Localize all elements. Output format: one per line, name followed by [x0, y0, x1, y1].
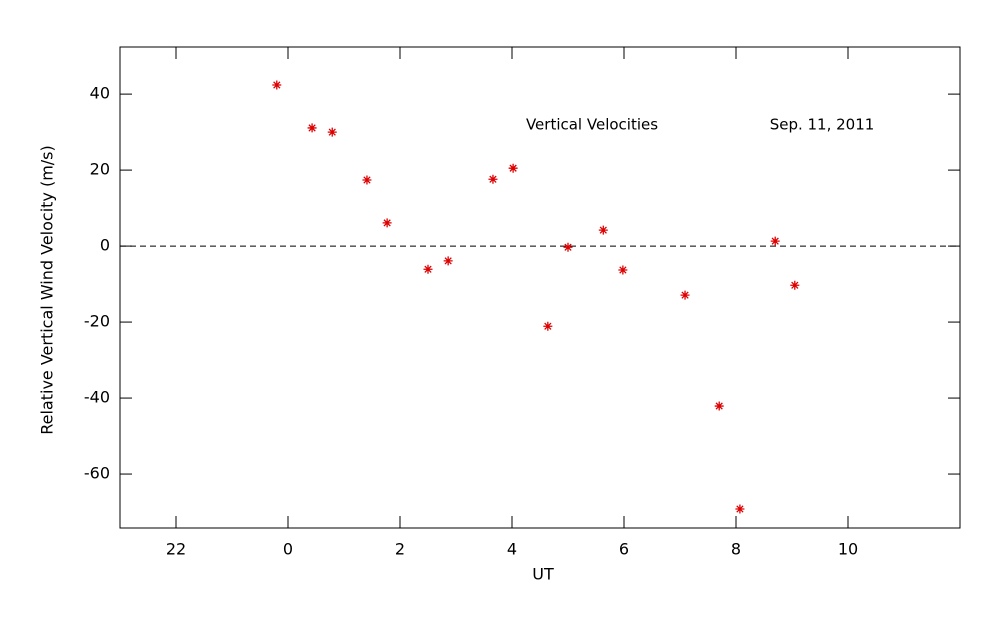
marker-stroke [543, 321, 553, 331]
y-tick-label: -40 [84, 388, 110, 407]
data-point [680, 290, 690, 300]
marker-stroke [508, 163, 518, 173]
x-tick-label: 0 [283, 540, 293, 559]
data-point [488, 174, 498, 184]
marker-stroke [563, 242, 573, 252]
data-point [714, 401, 724, 411]
plot-frame [119, 46, 961, 529]
y-axis-label: Relative Vertical Wind Velocity (m/s) [38, 145, 57, 435]
x-tick-label: 2 [395, 540, 405, 559]
data-point [327, 127, 337, 137]
y-tick-label: -60 [84, 464, 110, 483]
data-point [382, 218, 392, 228]
x-tick-label: 6 [619, 540, 629, 559]
x-tick-label: 22 [166, 540, 186, 559]
data-point [735, 504, 745, 514]
data-point [443, 256, 453, 266]
marker-stroke [735, 504, 745, 514]
marker-stroke [714, 401, 724, 411]
y-tick-label: 40 [90, 84, 110, 103]
data-point [362, 175, 372, 185]
data-point [423, 264, 433, 274]
marker-stroke [362, 175, 372, 185]
y-tick-label: 20 [90, 160, 110, 179]
marker-stroke [327, 127, 337, 137]
data-point [618, 265, 628, 275]
x-axis-label: UT [532, 565, 554, 584]
marker-stroke [598, 225, 608, 235]
x-tick-label: 10 [838, 540, 858, 559]
data-point [770, 236, 780, 246]
marker-stroke [680, 290, 690, 300]
marker-stroke [618, 265, 628, 275]
data-point [508, 163, 518, 173]
data-point [790, 280, 800, 290]
marker-stroke [770, 236, 780, 246]
data-point [272, 80, 282, 90]
x-tick-label: 4 [507, 540, 517, 559]
marker-stroke [423, 264, 433, 274]
marker-stroke [790, 280, 800, 290]
x-tick-label: 8 [731, 540, 741, 559]
annotation: Vertical Velocities [526, 116, 658, 134]
annotation: Sep. 11, 2011 [770, 116, 875, 134]
y-tick-label: 0 [100, 236, 110, 255]
data-point [563, 242, 573, 252]
data-point [307, 123, 317, 133]
marker-stroke [488, 174, 498, 184]
data-point [543, 321, 553, 331]
marker-stroke [307, 123, 317, 133]
y-tick-label: -20 [84, 312, 110, 331]
marker-stroke [382, 218, 392, 228]
data-point [598, 225, 608, 235]
marker-stroke [443, 256, 453, 266]
marker-stroke [272, 80, 282, 90]
